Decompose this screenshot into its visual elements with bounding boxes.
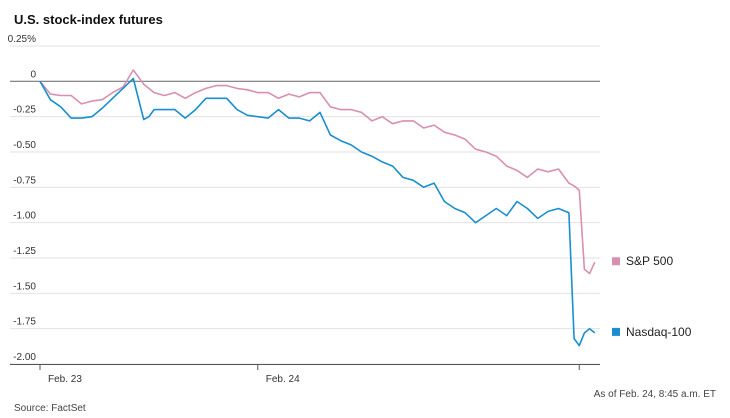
legend-label: Nasdaq-100	[626, 325, 692, 339]
series-line	[39, 69, 596, 275]
x-tick-label: Feb. 23	[48, 374, 82, 385]
y-tick-label: 0.25%	[8, 34, 36, 45]
y-tick-label: -0.50	[13, 140, 36, 151]
y-tick-label: -1.75	[13, 317, 36, 328]
series-line	[39, 77, 596, 347]
series-lines	[39, 69, 596, 347]
legend: S&P 500 Nasdaq-100	[612, 254, 692, 339]
legend-label: S&P 500	[626, 254, 673, 268]
legend-swatch	[612, 257, 620, 266]
legend-swatch	[612, 327, 620, 336]
y-tick-label: -2.00	[13, 352, 36, 363]
y-tick-label: -1.00	[13, 211, 36, 222]
x-tick-label: Feb. 24	[266, 374, 300, 385]
y-tick-label: 0	[30, 69, 36, 80]
y-tick-label: -1.25	[13, 246, 36, 257]
y-tick-label: -0.75	[13, 175, 36, 186]
y-tick-label: -0.25	[13, 105, 36, 116]
timestamp-note: As of Feb. 24, 8:45 a.m. ET	[593, 389, 716, 400]
y-axis-labels: 0.25% 0 -0.25 -0.50 -0.75 -1.00 -1.25 -1.50 -1.7…	[8, 34, 37, 363]
source-note: Source: FactSet	[14, 403, 86, 414]
y-tick-label: -1.50	[13, 281, 36, 292]
x-axis: Feb. 23 Feb. 24	[10, 364, 600, 385]
chart-title: U.S. stock-index futures	[14, 12, 163, 27]
